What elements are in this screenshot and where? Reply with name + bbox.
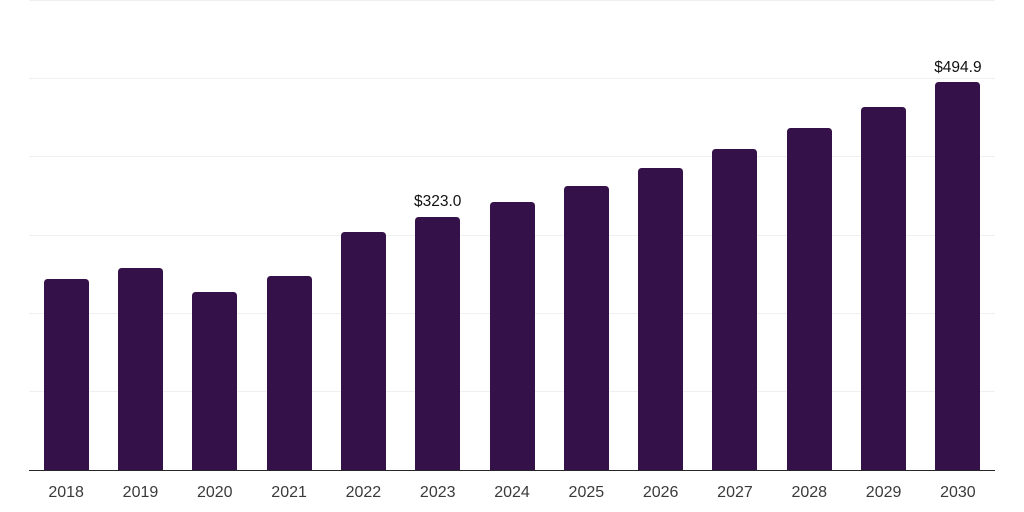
bar-group-2026 [624,0,698,470]
bar-2029 [861,107,907,470]
x-tick-2029: 2029 [865,484,902,501]
gridline-400 [29,156,995,158]
bar-group-2022 [326,0,400,470]
bar-group-2023: $323.0 [401,0,475,470]
bar-2025 [563,186,609,470]
bar-2024 [489,202,535,470]
bar-group-2018 [29,0,103,470]
bar-group-2024 [475,0,549,470]
bar-2030 [935,82,981,470]
bar-2018 [43,278,89,470]
bar-group-2020 [178,0,252,470]
x-tick-2021: 2021 [271,484,307,501]
x-tick-2026: 2026 [642,484,679,501]
bar-2020 [192,292,238,470]
plot-area: $323.0 $494.9 [29,0,995,471]
x-tick-2022: 2022 [345,484,382,501]
bar-2026 [638,167,684,470]
bar-group-2021 [252,0,326,470]
bar-value-label-2023: $323.0 [414,193,462,211]
bar-2022 [340,231,386,470]
bar-2021 [266,275,312,470]
bar-group-2019 [103,0,177,470]
gridline-500 [29,77,995,79]
bars-container: $323.0 $494.9 [29,0,995,470]
bar-2019 [117,267,163,470]
bar-2023 [415,216,461,470]
gridline-600 [29,0,995,1]
bar-group-2029 [846,0,920,470]
bar-group-2025 [549,0,623,470]
bar-value-label-2030: $494.9 [934,58,982,76]
x-tick-2024: 2024 [494,484,530,501]
x-tick-2027: 2027 [717,484,753,501]
bar-2028 [786,128,832,470]
bar-group-2028 [772,0,846,470]
x-tick-2020: 2020 [196,484,233,501]
bar-2027 [712,148,758,470]
x-tick-2023: 2023 [419,484,456,501]
x-tick-2028: 2028 [791,484,828,501]
x-axis-line [29,469,995,471]
bar-group-2030: $494.9 [921,0,995,470]
x-tick-2030: 2030 [940,484,976,501]
x-tick-2019: 2019 [122,484,159,501]
x-tick-2025: 2025 [568,484,605,501]
x-tick-2018: 2018 [48,484,84,501]
bar-group-2027 [698,0,772,470]
x-axis-tick-labels: 2018 2019 2020 2021 2022 2023 2024 2025 2026 2027… [29,484,995,502]
